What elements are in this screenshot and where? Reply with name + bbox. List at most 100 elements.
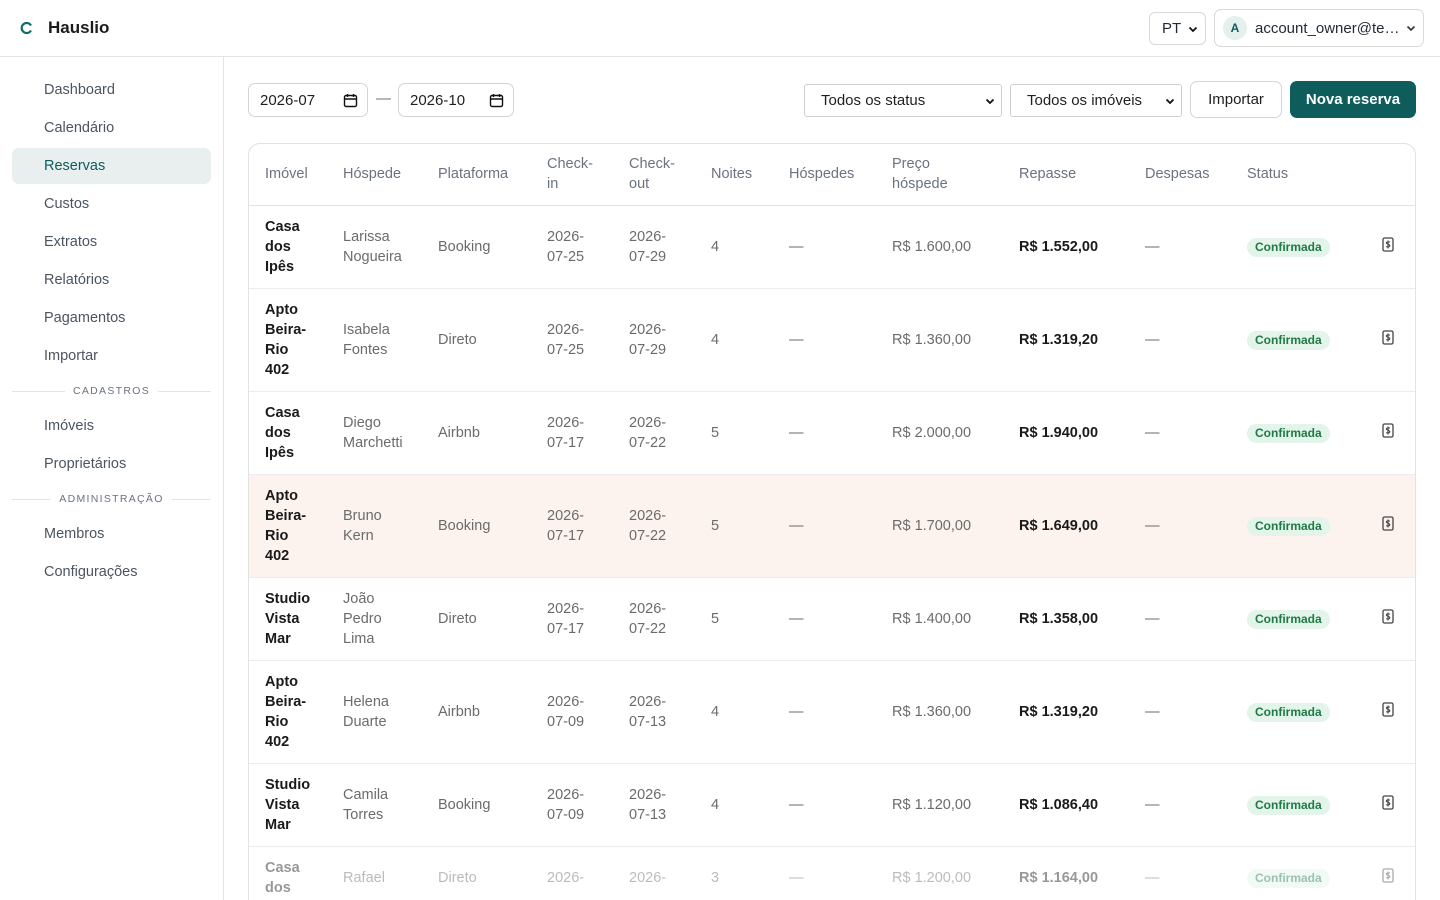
table-cell: 2026-07-13 <box>613 763 695 847</box>
account-menu[interactable]: A account_owner@te… <box>1214 9 1424 47</box>
nav-item[interactable]: Proprietários <box>44 456 127 472</box>
date-to[interactable]: 2026-10 <box>398 83 514 117</box>
table-cell: 2026-07-29 <box>613 288 695 392</box>
status-badge: Confirmada <box>1247 868 1330 888</box>
receipt-icon[interactable] <box>1381 867 1395 883</box>
edit-icon[interactable] <box>1413 329 1416 345</box>
column-header: Imóvel <box>249 144 327 206</box>
header-row: Imóvel Hóspede Plataforma Check-in Check-out… <box>249 144 1415 206</box>
table-cell: Direto <box>422 288 531 392</box>
table-cell: Apto Beira-Rio 402 <box>249 288 327 392</box>
table-cell: — <box>1129 474 1231 578</box>
table-row[interactable]: Studio Vista Mar João Pedro Lima Direto 202… <box>249 577 1416 661</box>
nav-item[interactable]: Imóveis <box>44 418 94 434</box>
column-header: Despesas <box>1129 144 1231 206</box>
table-cell: — <box>773 288 876 392</box>
receipt-icon[interactable] <box>1381 701 1395 717</box>
calendar-icon <box>343 93 358 107</box>
edit-icon[interactable] <box>1413 236 1416 252</box>
edit-icon[interactable] <box>1413 867 1416 883</box>
table-cell: 5 <box>695 474 773 578</box>
section-label: CADASTROS <box>12 376 211 406</box>
property-filter[interactable]: Todos os imóveis <box>1010 84 1182 117</box>
language-select[interactable]: PT <box>1149 12 1206 45</box>
table-cell: — <box>1129 577 1231 661</box>
receipt-icon[interactable] <box>1381 422 1395 438</box>
table-cell: 2026-07-17 <box>531 577 613 661</box>
nav-item[interactable]: Configurações <box>44 564 138 580</box>
table-cell: R$ 1.120,00 <box>876 763 1003 847</box>
receipt-icon[interactable] <box>1381 515 1395 531</box>
status-cell: Confirmada <box>1231 846 1357 900</box>
nav-item[interactable]: Relatórios <box>44 272 110 288</box>
nav-item[interactable]: Pagamentos <box>44 310 126 326</box>
nav-item[interactable]: Reservas <box>12 148 211 184</box>
table-cell: R$ 1.200,00 <box>876 846 1003 900</box>
table-cell: — <box>773 205 876 289</box>
table-cell: 5 <box>695 577 773 661</box>
nav-item[interactable]: Calendário <box>44 120 115 136</box>
table-cell: — <box>773 846 876 900</box>
column-header: Status <box>1231 144 1357 206</box>
table-cell: Casa dos Ipês <box>249 205 327 289</box>
column-header: Repasse <box>1003 144 1129 206</box>
table-cell: Studio Vista Mar <box>249 763 327 847</box>
table-row[interactable]: Apto Beira-Rio 402 Isabela Fontes Direto 20… <box>249 288 1416 392</box>
table-cell: — <box>1129 846 1231 900</box>
column-header: Plataforma <box>422 144 531 206</box>
nav-item[interactable]: Dashboard <box>44 82 115 98</box>
date-from[interactable]: 2026-07 <box>248 83 368 117</box>
language: PT <box>1162 20 1182 37</box>
table-row[interactable]: Casa dos Rafael Direto 2026- 2026- 3— R$ 1.200… <box>249 846 1416 900</box>
chevron <box>1188 26 1198 32</box>
table-cell: Helena Duarte <box>327 660 422 764</box>
table-cell: R$ 1.319,20 <box>1003 288 1129 392</box>
table-cell: 2026-07-09 <box>531 763 613 847</box>
receipt-icon[interactable] <box>1381 608 1395 624</box>
edit-icon[interactable] <box>1413 701 1416 717</box>
brand-logo <box>20 22 32 34</box>
table-row[interactable]: Casa dos Ipês Diego Marchetti Airbnb 2026-0… <box>249 391 1416 475</box>
status-filter[interactable]: Todos os status <box>804 84 1002 117</box>
edit-icon[interactable] <box>1413 515 1416 531</box>
status-cell: Confirmada <box>1231 391 1357 475</box>
table-cell: R$ 2.000,00 <box>876 391 1003 475</box>
edit-icon[interactable] <box>1413 608 1416 624</box>
import-button[interactable]: Importar <box>1190 81 1282 118</box>
table-cell: Studio Vista Mar <box>249 577 327 661</box>
table-cell: — <box>773 474 876 578</box>
receipt-icon[interactable] <box>1381 236 1395 252</box>
table-cell: — <box>773 391 876 475</box>
nav-item[interactable]: Importar <box>44 348 98 364</box>
table-row[interactable]: Studio Vista Mar Camila Torres Booking 2026… <box>249 763 1416 847</box>
brand[interactable]: Hauslio <box>20 18 109 38</box>
table-cell: — <box>1129 205 1231 289</box>
row-actions <box>1357 763 1416 847</box>
date-separator: — <box>376 90 391 107</box>
select-value: Todos os imóveis <box>1027 92 1143 109</box>
table-row[interactable]: Apto Beira-Rio 402 Helena Duarte Airbnb 202… <box>249 660 1416 764</box>
table-row[interactable]: Apto Beira-Rio 402 Bruno Kern Booking 2026-… <box>249 474 1416 578</box>
table-cell: 5 <box>695 391 773 475</box>
table-cell: 2026-07-17 <box>531 391 613 475</box>
nav-item[interactable]: Custos <box>44 196 90 212</box>
table-cell: R$ 1.940,00 <box>1003 391 1129 475</box>
row-actions <box>1357 577 1416 661</box>
select-value: Todos os status <box>821 92 926 109</box>
table-cell: Casa dos Ipês <box>249 391 327 475</box>
edit-icon[interactable] <box>1413 422 1416 438</box>
table-row[interactable]: Casa dos Ipês Larissa Nogueira Booking 2026… <box>249 205 1416 289</box>
receipt-icon[interactable] <box>1381 794 1395 810</box>
nav-item[interactable]: Extratos <box>44 234 98 250</box>
nav-item[interactable]: Membros <box>44 526 105 542</box>
status-badge: Confirmada <box>1247 702 1330 722</box>
status-badge: Confirmada <box>1247 609 1330 629</box>
edit-icon[interactable] <box>1413 794 1416 810</box>
receipt-icon[interactable] <box>1381 329 1395 345</box>
table-cell: Camila Torres <box>327 763 422 847</box>
table-cell: — <box>1129 288 1231 392</box>
new-reservation-button[interactable]: Nova reserva <box>1290 81 1416 118</box>
table-cell: R$ 1.319,20 <box>1003 660 1129 764</box>
